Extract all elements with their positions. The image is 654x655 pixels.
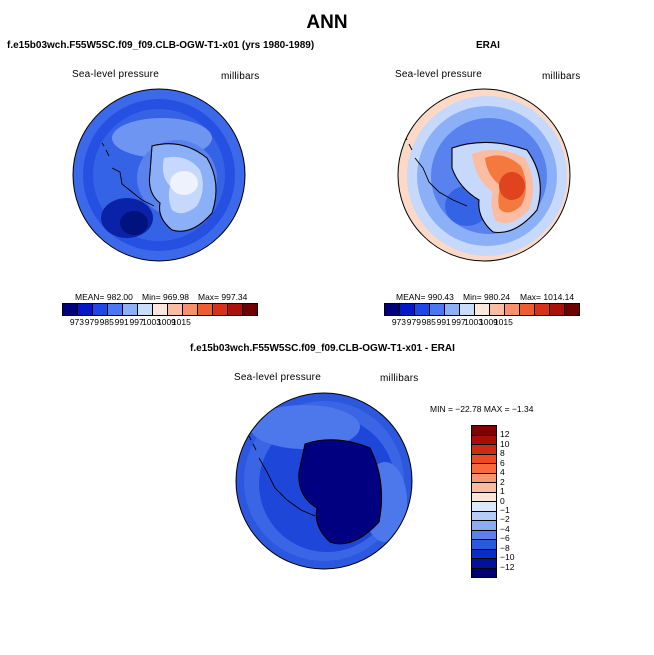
colorbar-swatch [385, 304, 400, 315]
colorbar-tick-label: 979 [84, 317, 99, 327]
model-colorbar-ticks: 973 979 985 991 997 1003 1009 1015 [62, 317, 258, 329]
colorbar-tick-label: 10 [500, 438, 510, 449]
colorbar-swatch [535, 304, 550, 315]
colorbar-swatch [153, 304, 168, 315]
colorbar-swatch [472, 492, 496, 502]
colorbar-swatch [138, 304, 153, 315]
colorbar-tick-label: 973 [391, 317, 407, 327]
model-mean: MEAN= 982.00 [75, 292, 133, 302]
model-variable-label: Sea-level pressure [72, 69, 159, 80]
colorbar-tick-label: 1003 [142, 317, 161, 327]
colorbar-swatch [472, 530, 496, 540]
diff-minmax: MIN = −22.78 MAX = −1.34 [430, 404, 534, 414]
colorbar-swatch [93, 304, 108, 315]
colorbar-tick-label: 6 [500, 457, 505, 468]
figure-title: ANN [306, 12, 348, 33]
colorbar-swatch [472, 502, 496, 512]
colorbar-swatch [168, 304, 183, 315]
colorbar-tick-label: 985 [421, 317, 436, 327]
model-max: Max= 997.34 [198, 292, 248, 302]
colorbar-tick-label: −2 [500, 514, 510, 525]
colorbar-swatch [520, 304, 535, 315]
colorbar-tick-label: 1 [500, 486, 505, 497]
colorbar-swatch [472, 511, 496, 521]
colorbar-swatch [472, 454, 496, 464]
diff-polar-map [235, 392, 413, 570]
diff-units-label: millibars [380, 373, 419, 384]
colorbar-swatch [475, 304, 490, 315]
colorbar-swatch [472, 549, 496, 559]
colorbar-tick-label: 979 [406, 317, 421, 327]
colorbar-swatch [108, 304, 123, 315]
colorbar-tick-label: 12 [500, 429, 510, 440]
colorbar-tick-label: 1003 [464, 317, 483, 327]
colorbar-swatch [490, 304, 505, 315]
obs-colorbar [384, 303, 580, 316]
colorbar-tick-label: 2 [500, 476, 505, 487]
model-colorbar [62, 303, 258, 316]
colorbar-swatch [430, 304, 445, 315]
colorbar-swatch [472, 483, 496, 493]
colorbar-swatch [198, 304, 213, 315]
colorbar-tick-label: −10 [500, 552, 515, 563]
colorbar-tick-label: 0 [500, 495, 505, 506]
colorbar-swatch [472, 435, 496, 445]
model-min: Min= 969.98 [142, 292, 190, 302]
colorbar-tick-label: 991 [114, 317, 129, 327]
colorbar-tick-label: 991 [436, 317, 451, 327]
diff-colorbar [471, 425, 497, 578]
model-panel-title: f.e15b03wch.F55W5SC.f09_f09.CLB-OGW-T1-x… [7, 40, 315, 51]
obs-units-label: millibars [542, 71, 581, 82]
colorbar-tick-label: 1009 [478, 317, 498, 327]
colorbar-swatch [472, 559, 496, 569]
colorbar-swatch [550, 304, 565, 315]
colorbar-swatch [472, 568, 496, 577]
colorbar-swatch [123, 304, 138, 315]
colorbar-swatch [415, 304, 430, 315]
colorbar-swatch [228, 304, 243, 315]
diff-colorbar-ticks: 12 10 8 6 4 2 1 0 −1 −2 −4 −6 −8 −10 −12 [500, 425, 530, 576]
colorbar-swatch [460, 304, 475, 315]
obs-polar-map [397, 88, 571, 262]
colorbar-tick-label: 997 [451, 317, 466, 327]
obs-variable-label: Sea-level pressure [395, 69, 482, 80]
colorbar-tick-label: 997 [129, 317, 144, 327]
colorbar-swatch [213, 304, 228, 315]
colorbar-tick-label: 1009 [156, 317, 176, 327]
diff-variable-label: Sea-level pressure [234, 372, 321, 383]
colorbar-swatch [505, 304, 520, 315]
colorbar-swatch [472, 426, 496, 436]
colorbar-swatch [472, 540, 496, 550]
colorbar-swatch [63, 304, 78, 315]
colorbar-swatch [472, 464, 496, 474]
colorbar-swatch [565, 304, 579, 315]
colorbar-tick-label: 973 [69, 317, 85, 327]
colorbar-swatch [400, 304, 415, 315]
colorbar-tick-label: 4 [500, 467, 505, 478]
colorbar-swatch [243, 304, 257, 315]
colorbar-tick-label: 985 [99, 317, 114, 327]
colorbar-swatch [472, 521, 496, 531]
obs-panel-title: ERAI [476, 40, 500, 51]
obs-colorbar-ticks: 973 979 985 991 997 1003 1009 1015 [384, 317, 580, 329]
obs-max: Max= 1014.14 [520, 292, 575, 302]
model-polar-map [72, 88, 246, 262]
model-units-label: millibars [221, 71, 260, 82]
colorbar-tick-label: −8 [500, 542, 510, 553]
colorbar-swatch [183, 304, 198, 315]
colorbar-tick-label: 1015 [171, 317, 191, 327]
obs-min: Min= 980.24 [463, 292, 511, 302]
obs-mean: MEAN= 990.43 [396, 292, 454, 302]
colorbar-tick-label: −6 [500, 533, 510, 544]
colorbar-swatch [445, 304, 460, 315]
colorbar-swatch [78, 304, 93, 315]
colorbar-tick-label: −4 [500, 523, 510, 534]
colorbar-swatch [472, 473, 496, 483]
colorbar-tick-label: −12 [500, 561, 515, 572]
diff-panel-title: f.e15b03wch.F55W5SC.f09_f09.CLB-OGW-T1-x… [190, 343, 455, 354]
colorbar-swatch [472, 445, 496, 455]
colorbar-tick-label: 8 [500, 448, 505, 459]
colorbar-tick-label: 1015 [493, 317, 513, 327]
colorbar-tick-label: −1 [500, 504, 510, 515]
